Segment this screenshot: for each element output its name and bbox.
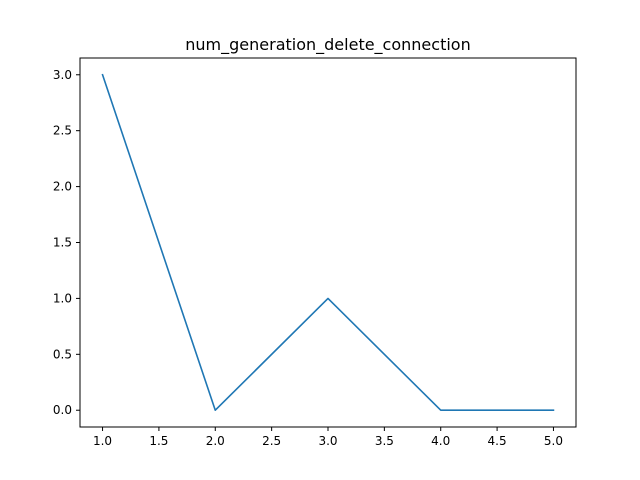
x-tick-label: 5.0: [544, 434, 563, 448]
y-tick-label: 2.5: [53, 124, 72, 138]
y-tick-label: 3.0: [53, 68, 72, 82]
y-tick-label: 2.0: [53, 180, 72, 194]
plot-area-frame: [79, 57, 577, 428]
x-tick-label: 3.5: [375, 434, 394, 448]
y-tick-label: 1.0: [53, 291, 72, 305]
y-tick-label: 0.5: [53, 347, 72, 361]
x-axis: 1.0 1.5 2.0 2.5 3.0 3.5 4.0 4.5 5.0: [93, 427, 563, 448]
y-tick-label: 0.0: [53, 403, 72, 417]
y-tick-label: 1.5: [53, 236, 72, 250]
x-tick-label: 2.5: [262, 434, 281, 448]
x-tick-label: 4.0: [431, 434, 450, 448]
x-tick-label: 1.5: [149, 434, 168, 448]
x-tick-label: 4.5: [488, 434, 507, 448]
x-tick-label: 1.0: [93, 434, 112, 448]
series-group: [101, 73, 555, 412]
x-tick-label: 2.0: [206, 434, 225, 448]
series-line-0: [101, 73, 555, 412]
x-tick-label: 3.0: [318, 434, 337, 448]
y-axis: 0.0 0.5 1.0 1.5 2.0 2.5 3.0: [53, 68, 80, 417]
chart-title: num_generation_delete_connection: [185, 35, 470, 55]
